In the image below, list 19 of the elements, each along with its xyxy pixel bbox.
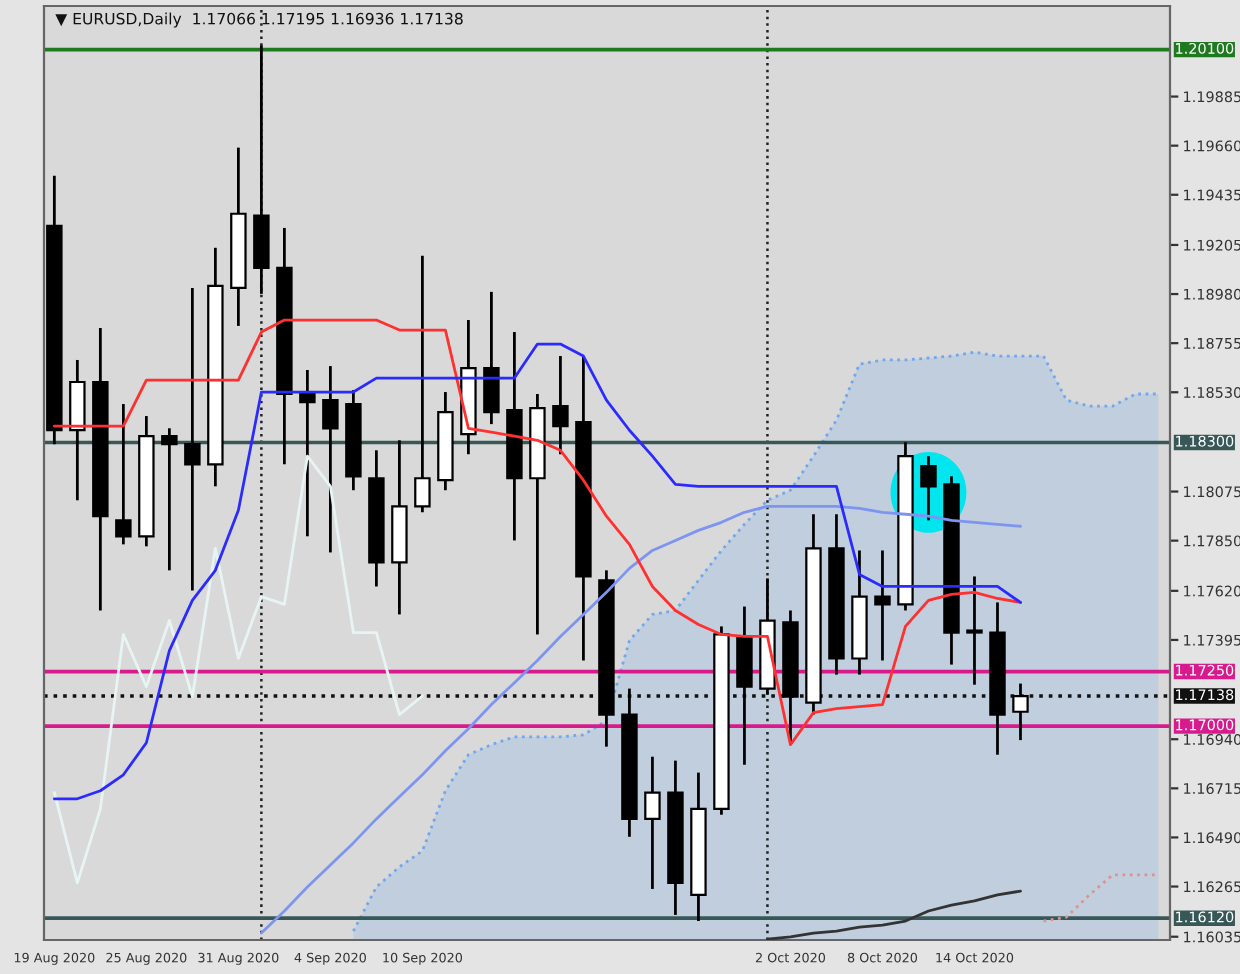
candlestick bbox=[552, 354, 569, 456]
candlestick bbox=[322, 364, 339, 554]
candlestick bbox=[1012, 682, 1029, 742]
candlestick bbox=[161, 426, 178, 572]
line-series bbox=[52, 318, 1022, 747]
line-series bbox=[259, 505, 1022, 935]
candlestick bbox=[483, 290, 500, 426]
line-series bbox=[52, 342, 1022, 801]
candlestick bbox=[115, 402, 132, 546]
candlestick bbox=[299, 368, 316, 538]
candlestick bbox=[184, 286, 201, 592]
candlestick bbox=[966, 575, 983, 687]
candlestick bbox=[874, 549, 891, 662]
candlestick bbox=[920, 454, 937, 522]
line-series bbox=[766, 889, 1022, 940]
line-series bbox=[52, 454, 424, 885]
candlestick bbox=[644, 755, 661, 891]
line-series bbox=[1042, 873, 1160, 923]
candlestick bbox=[414, 254, 431, 514]
